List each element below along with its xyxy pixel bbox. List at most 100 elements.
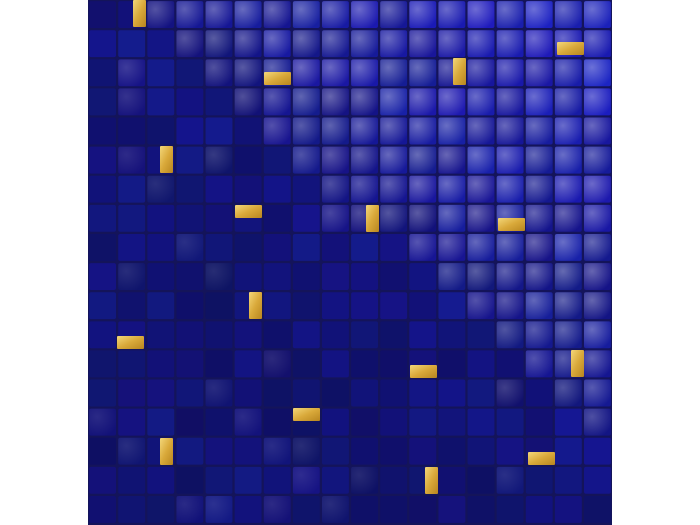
tile	[438, 437, 466, 465]
tile	[147, 495, 175, 523]
tile	[438, 292, 466, 320]
tile-sheen	[496, 466, 524, 494]
grout	[88, 0, 612, 525]
tile-sheen	[554, 117, 582, 145]
tile	[321, 321, 349, 349]
tile-sheen	[205, 379, 233, 407]
tile-sheen	[176, 495, 204, 523]
tile	[263, 321, 291, 349]
tile-sheen	[554, 204, 582, 232]
tile	[292, 321, 320, 349]
tile-sheen	[409, 1, 437, 29]
tile-sheen	[409, 30, 437, 58]
tile-sheen	[321, 117, 349, 145]
tile	[467, 379, 495, 407]
tile-sheen	[525, 350, 553, 378]
tile-sheen	[583, 408, 611, 436]
tile	[292, 379, 320, 407]
tile-sheen	[263, 88, 291, 116]
tile	[263, 204, 291, 232]
tile	[380, 233, 408, 261]
tile	[380, 263, 408, 291]
tile	[89, 437, 117, 465]
tile	[380, 408, 408, 436]
tile	[292, 204, 320, 232]
tile-sheen	[234, 1, 262, 29]
tile-sheen	[438, 1, 466, 29]
tile-sheen	[525, 117, 553, 145]
tile-sheen	[583, 117, 611, 145]
tile	[380, 350, 408, 378]
gold-tile	[571, 350, 584, 377]
tile-sheen	[525, 204, 553, 232]
tile	[118, 292, 146, 320]
tile-sheen	[292, 30, 320, 58]
tile-sheen	[438, 88, 466, 116]
tile-sheen	[438, 263, 466, 291]
tile-sheen	[438, 117, 466, 145]
tile-sheen	[583, 146, 611, 174]
tile-sheen	[438, 175, 466, 203]
tile-sheen	[351, 175, 379, 203]
tile-sheen	[525, 292, 553, 320]
tile	[147, 408, 175, 436]
tile-sheen	[467, 175, 495, 203]
tile-sheen	[263, 495, 291, 523]
tile	[467, 408, 495, 436]
tile-sheen	[292, 88, 320, 116]
tile-sheen	[496, 88, 524, 116]
tile	[205, 175, 233, 203]
tile	[176, 263, 204, 291]
tile-sheen	[380, 204, 408, 232]
tile	[351, 350, 379, 378]
tile-sheen	[467, 146, 495, 174]
tile-sheen	[380, 1, 408, 29]
tile-sheen	[583, 204, 611, 232]
tile-sheen	[525, 175, 553, 203]
tile	[554, 466, 582, 494]
tile-sheen	[467, 117, 495, 145]
tile-sheen	[554, 233, 582, 261]
tile	[147, 350, 175, 378]
tile-sheen	[496, 146, 524, 174]
tile-sheen	[554, 146, 582, 174]
tile-sheen	[205, 495, 233, 523]
tile-sheen	[583, 88, 611, 116]
tile	[496, 408, 524, 436]
tile-sheen	[554, 59, 582, 87]
tile	[263, 146, 291, 174]
tile-sheen	[583, 59, 611, 87]
tile	[118, 233, 146, 261]
tile	[89, 263, 117, 291]
tile	[321, 437, 349, 465]
tile	[409, 292, 437, 320]
tile-sheen	[147, 175, 175, 203]
tile	[176, 117, 204, 145]
tile-sheen	[321, 88, 349, 116]
tile	[118, 350, 146, 378]
tile	[176, 292, 204, 320]
tile	[89, 350, 117, 378]
tile-sheen	[554, 88, 582, 116]
tile	[583, 437, 611, 465]
tile-sheen	[234, 59, 262, 87]
tile-sheen	[525, 263, 553, 291]
tile	[438, 321, 466, 349]
tile-sheen	[321, 175, 349, 203]
gold-tile	[453, 58, 466, 85]
tile	[380, 495, 408, 523]
tile	[321, 292, 349, 320]
tile-sheen	[205, 1, 233, 29]
tile-sheen	[467, 30, 495, 58]
tile-sheen	[351, 88, 379, 116]
tile	[409, 495, 437, 523]
tile	[292, 495, 320, 523]
tile	[292, 175, 320, 203]
tile	[351, 321, 379, 349]
tile-sheen	[234, 88, 262, 116]
tile	[234, 466, 262, 494]
tile	[351, 292, 379, 320]
tile	[583, 495, 611, 523]
tile	[321, 466, 349, 494]
